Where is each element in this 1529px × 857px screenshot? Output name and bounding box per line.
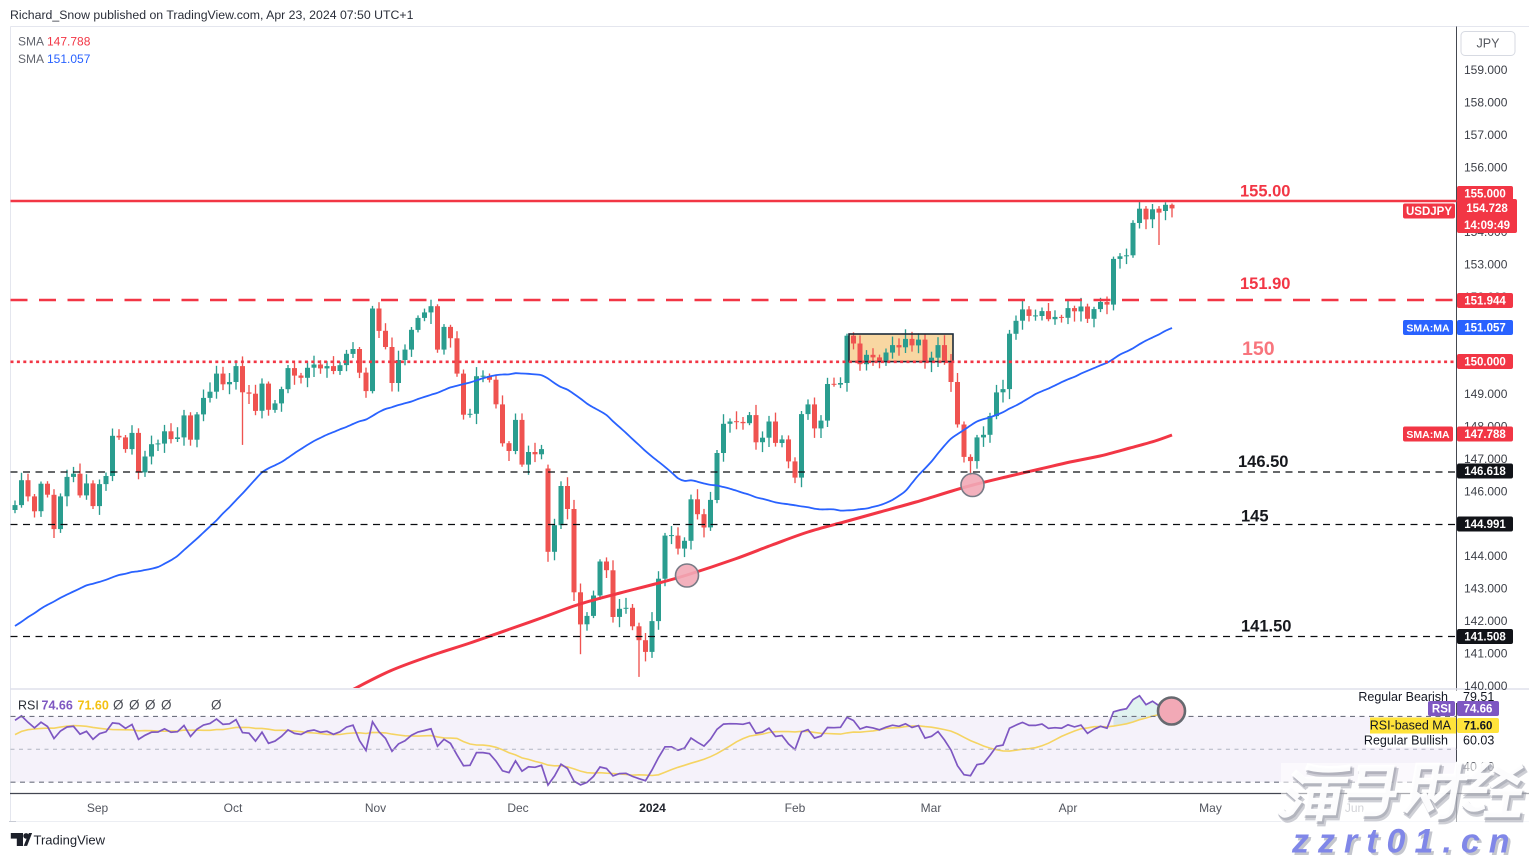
- svg-text:155.000: 155.000: [1464, 189, 1506, 201]
- svg-text:SMA:MA: SMA:MA: [1406, 429, 1450, 441]
- svg-text:2024: 2024: [639, 801, 666, 815]
- svg-text:158.000: 158.000: [1464, 96, 1508, 110]
- svg-text:Nov: Nov: [365, 801, 386, 815]
- svg-text:71.60: 71.60: [78, 699, 109, 713]
- svg-text:74.66: 74.66: [42, 699, 73, 713]
- svg-text:147.000: 147.000: [1464, 452, 1508, 466]
- svg-text:79.51: 79.51: [1463, 690, 1494, 704]
- svg-text:Ø: Ø: [129, 698, 140, 713]
- svg-text:60.03: 60.03: [1463, 734, 1494, 748]
- svg-text:151.057: 151.057: [1464, 323, 1506, 335]
- svg-text:146.50: 146.50: [1238, 453, 1288, 471]
- svg-text:146.618: 146.618: [1464, 466, 1506, 478]
- svg-text:Mar: Mar: [921, 801, 942, 815]
- svg-text:Ø: Ø: [161, 698, 172, 713]
- svg-text:147.788: 147.788: [47, 35, 91, 49]
- svg-text:Oct: Oct: [224, 801, 243, 815]
- svg-text:SMA: SMA: [18, 52, 44, 66]
- svg-text:150: 150: [1242, 338, 1275, 360]
- svg-text:144.991: 144.991: [1464, 519, 1506, 531]
- svg-text:Feb: Feb: [785, 801, 806, 815]
- svg-text:157.000: 157.000: [1464, 128, 1508, 142]
- svg-text:74.66: 74.66: [1464, 704, 1493, 716]
- svg-text:zzrt01.cn: zzrt01.cn: [1294, 825, 1522, 857]
- svg-text:JPY: JPY: [1477, 37, 1501, 51]
- svg-text:151.90: 151.90: [1240, 275, 1290, 293]
- svg-text:Ø: Ø: [145, 698, 156, 713]
- svg-text:USDJPY: USDJPY: [1406, 206, 1452, 218]
- svg-text:14:09:49: 14:09:49: [1464, 220, 1510, 232]
- svg-text:155.00: 155.00: [1240, 183, 1290, 201]
- svg-text:151.057: 151.057: [47, 52, 91, 66]
- svg-text:156.000: 156.000: [1464, 160, 1508, 174]
- svg-text:149.000: 149.000: [1464, 387, 1508, 401]
- svg-text:150.000: 150.000: [1464, 357, 1506, 369]
- svg-text:RSI: RSI: [1432, 704, 1451, 716]
- svg-text:May: May: [1199, 801, 1222, 815]
- svg-text:RSI-based MA: RSI-based MA: [1370, 719, 1452, 733]
- svg-text:SMA:MA: SMA:MA: [1406, 322, 1450, 334]
- svg-text:142.000: 142.000: [1464, 614, 1508, 628]
- svg-text:Richard_Snow published on Trad: Richard_Snow published on TradingView.co…: [10, 8, 414, 22]
- svg-text:141.508: 141.508: [1464, 632, 1506, 644]
- svg-text:154.728: 154.728: [1466, 203, 1508, 215]
- svg-text:143.000: 143.000: [1464, 582, 1508, 596]
- svg-text:Ø: Ø: [211, 698, 222, 713]
- svg-text:SMA: SMA: [18, 35, 44, 49]
- svg-text:151.944: 151.944: [1464, 296, 1506, 308]
- svg-text:Dec: Dec: [507, 801, 528, 815]
- svg-text:TradingView: TradingView: [34, 833, 106, 848]
- svg-text:RSI: RSI: [18, 699, 39, 713]
- svg-text:Regular Bearish: Regular Bearish: [1358, 690, 1448, 704]
- svg-text:144.000: 144.000: [1464, 549, 1508, 563]
- svg-text:141.000: 141.000: [1464, 646, 1508, 660]
- svg-text:145: 145: [1241, 508, 1269, 526]
- svg-text:146.000: 146.000: [1464, 484, 1508, 498]
- svg-text:zzrt01.cn: zzrt01.cn: [1291, 823, 1519, 857]
- svg-text:Apr: Apr: [1059, 801, 1078, 815]
- svg-text:159.000: 159.000: [1464, 63, 1508, 77]
- svg-text:71.60: 71.60: [1464, 721, 1493, 733]
- svg-text:153.000: 153.000: [1464, 258, 1508, 272]
- svg-text:Ø: Ø: [113, 698, 124, 713]
- svg-text:Regular Bullish: Regular Bullish: [1364, 734, 1448, 748]
- svg-text:140.000: 140.000: [1464, 679, 1508, 693]
- svg-text:147.788: 147.788: [1464, 429, 1506, 441]
- svg-text:Sep: Sep: [87, 801, 109, 815]
- svg-text:141.50: 141.50: [1241, 618, 1291, 636]
